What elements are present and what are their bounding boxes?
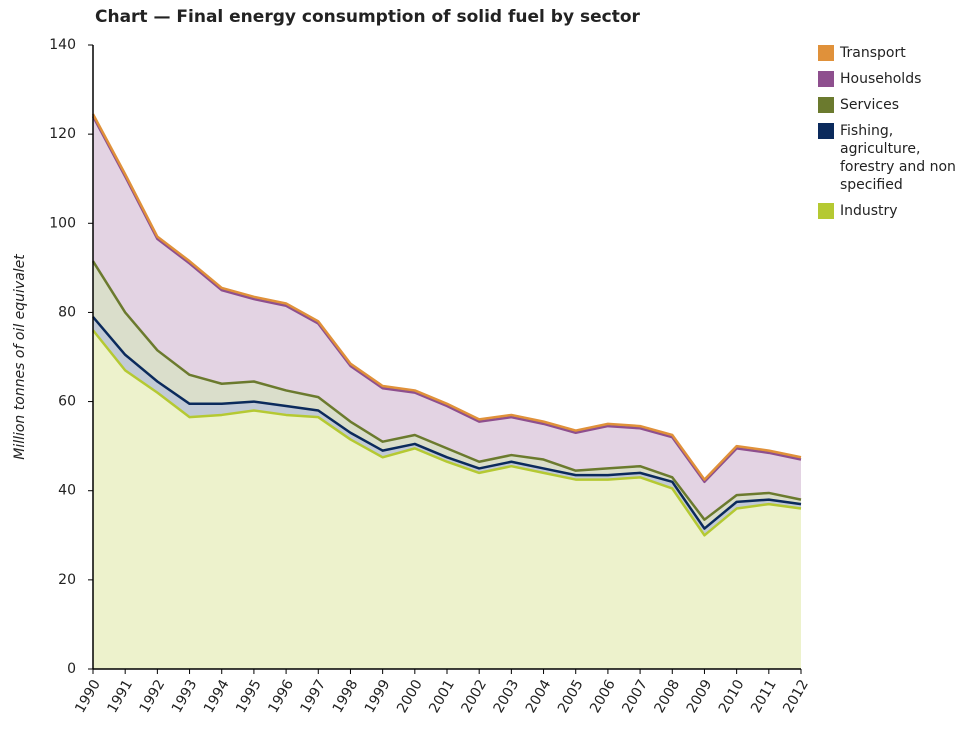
area bbox=[93, 261, 801, 529]
legend-item: Transport bbox=[818, 44, 959, 62]
legend-label: Services bbox=[840, 97, 900, 113]
area-line bbox=[91, 260, 802, 521]
x-tick-label: 2012 bbox=[780, 677, 812, 716]
x-tick-label: 1995 bbox=[233, 677, 265, 716]
area-line bbox=[91, 113, 802, 481]
legend-item: Industry bbox=[818, 202, 959, 220]
x-tick-label: 1998 bbox=[330, 677, 362, 716]
legend-label: Households bbox=[840, 71, 922, 87]
x-tick-label: 1999 bbox=[362, 677, 394, 716]
x-tick-label: 1993 bbox=[169, 677, 201, 716]
x-tick-label: 2009 bbox=[684, 677, 716, 716]
y-tick-label: 60 bbox=[58, 394, 76, 410]
x-tick-label: 2003 bbox=[491, 677, 523, 716]
x-tick-label: 1997 bbox=[298, 677, 330, 716]
x-tick-label: 1990 bbox=[72, 677, 104, 716]
area bbox=[93, 330, 801, 669]
y-tick-label: 120 bbox=[49, 126, 76, 142]
y-tick-label: 40 bbox=[58, 483, 76, 499]
x-tick-label: 2001 bbox=[426, 677, 458, 716]
x-tick-label: 2007 bbox=[619, 677, 651, 716]
area-line bbox=[91, 115, 802, 484]
area-line bbox=[92, 316, 802, 530]
x-tick-label: 2002 bbox=[458, 677, 490, 716]
legend: Transport Households Services Fishing, agri… bbox=[818, 44, 959, 228]
y-tick-label: 140 bbox=[49, 37, 76, 53]
y-tick-label: 100 bbox=[49, 215, 76, 231]
y-tick-label: 20 bbox=[58, 572, 76, 588]
legend-item: Services bbox=[818, 96, 959, 114]
legend-label: Transport bbox=[840, 45, 906, 61]
x-tick-label: 1991 bbox=[104, 677, 136, 716]
legend-item: Fishing, agriculture, forestry and non s… bbox=[818, 122, 959, 194]
area bbox=[93, 116, 801, 520]
legend-swatch bbox=[818, 71, 834, 87]
legend-swatch bbox=[818, 123, 834, 139]
x-tick-label: 2010 bbox=[716, 677, 748, 716]
legend-swatch bbox=[818, 203, 834, 219]
x-tick-label: 2000 bbox=[394, 677, 426, 716]
chart-title: Chart — Final energy consumption of soli… bbox=[95, 7, 640, 27]
x-tick-label: 1996 bbox=[265, 677, 297, 716]
legend-swatch bbox=[818, 45, 834, 61]
area-line bbox=[92, 329, 802, 537]
x-tick-label: 2004 bbox=[523, 677, 555, 716]
legend-label: Fishing, agriculture, forestry and non s… bbox=[840, 123, 956, 193]
legend-swatch bbox=[818, 97, 834, 113]
x-tick-label: 2006 bbox=[587, 677, 619, 716]
y-axis-label: Million tonnes of oil equivalet bbox=[12, 254, 28, 460]
x-tick-label: 2011 bbox=[748, 677, 780, 716]
legend-item: Households bbox=[818, 70, 959, 88]
x-tick-label: 1992 bbox=[137, 677, 169, 716]
x-tick-label: 2008 bbox=[652, 677, 684, 716]
y-tick-label: 0 bbox=[67, 661, 76, 677]
x-tick-label: 2005 bbox=[555, 677, 587, 716]
y-tick-label: 80 bbox=[58, 304, 76, 320]
x-tick-label: 1994 bbox=[201, 677, 233, 716]
legend-label: Industry bbox=[840, 203, 898, 219]
